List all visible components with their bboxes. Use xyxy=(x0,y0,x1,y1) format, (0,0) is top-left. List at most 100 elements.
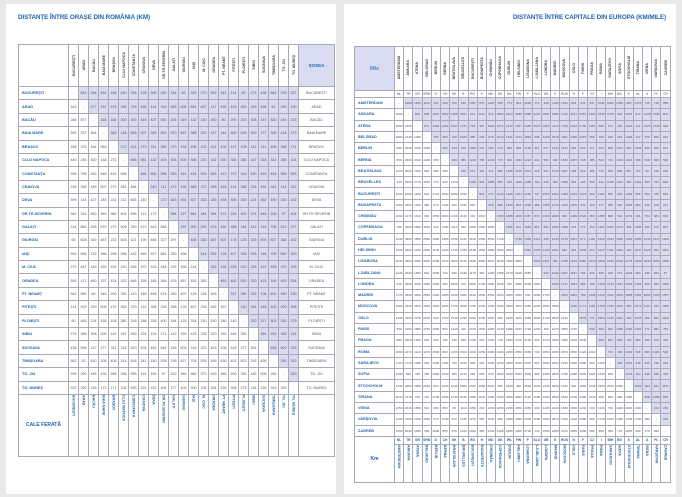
distance-cell: 368 xyxy=(188,126,199,141)
mile-cell: 230 xyxy=(660,164,671,178)
table-row: BERNA 850 2900 2340 1430 950-609 385 1218 708 124… xyxy=(354,153,671,166)
column-header: CLUJ NAPOCA xyxy=(118,44,129,87)
column-header-label: TIRANA xyxy=(635,61,640,75)
mile-cell: 771 xyxy=(531,96,543,110)
footer-row: AMSTERDAM ANKARA ATENA BELGRAD BERLIN BERNA BR… xyxy=(355,443,671,483)
distance-cell: 290 xyxy=(288,99,299,114)
row-label: DUBLIN xyxy=(354,232,395,245)
km-cell: 370 xyxy=(642,424,653,437)
distance-cell: 370 xyxy=(128,300,139,315)
km-cell: 1690 xyxy=(495,356,506,370)
km-cell: 1560 xyxy=(568,402,579,415)
mile-cell: 1336 xyxy=(577,243,588,257)
country-code: E xyxy=(550,435,561,445)
distance-cell: 337 xyxy=(68,380,79,395)
column-footer-label: ROMA xyxy=(599,444,604,456)
country-code: B xyxy=(458,90,469,98)
km-cell: 1650 xyxy=(421,176,432,189)
column-footer-label: DUBLIN xyxy=(507,444,512,459)
column-footer-label: HELSINKI xyxy=(516,444,521,462)
mile-cell: 733 xyxy=(467,119,478,132)
column-footer-label: CONSTANȚA xyxy=(131,394,136,418)
distance-cell: 270 xyxy=(138,139,149,154)
distance-cell: 314 xyxy=(118,353,129,369)
mile-cell: 671 xyxy=(467,164,478,178)
distance-cell: 60 xyxy=(218,112,229,128)
km-cell: 1320 xyxy=(586,368,598,381)
distance-cell: 342 xyxy=(218,85,229,101)
mile-cell: 1417 xyxy=(651,232,662,245)
km-cell: 2700 xyxy=(522,334,533,347)
column-header-label: GIURGIU xyxy=(181,57,186,73)
distance-cell: 627 xyxy=(268,233,279,248)
mile-cell: 1131 xyxy=(559,142,570,155)
distance-cell: 290 xyxy=(88,300,99,315)
column-footer: PT. NEAMȚ xyxy=(218,393,229,457)
km-cell: 2650 xyxy=(513,345,524,358)
mile-cell: 249 xyxy=(660,356,671,370)
country-code: CH xyxy=(439,90,451,98)
country-code: CZ xyxy=(586,435,598,445)
mile-cell: 528 xyxy=(439,96,451,110)
distance-cell: 124 xyxy=(248,193,259,208)
distance-cell: 333 xyxy=(148,260,159,275)
mile-cell: 217 xyxy=(586,142,598,155)
km-cell: 1630 xyxy=(439,379,451,392)
row-label: GIURGIU xyxy=(18,233,69,248)
km-cell: 1240 xyxy=(393,266,405,279)
km-cell: 1000 xyxy=(623,413,634,426)
distance-cell: 681 xyxy=(158,246,169,262)
km-cell: 1490 xyxy=(458,311,469,324)
distance-cell: 349 xyxy=(88,233,99,248)
row-label: HELSINKI xyxy=(354,243,395,257)
distance-cell: 228 xyxy=(68,179,79,195)
distance-cell: 484 xyxy=(158,260,169,275)
row-label: IAȘI xyxy=(18,246,69,262)
km-cell: 1600 xyxy=(577,356,588,370)
column-footer-label: MADRID xyxy=(553,444,558,460)
km-cell: 1300 xyxy=(632,402,644,415)
row-label: BRUXELLES xyxy=(354,176,395,189)
km-cell: 2800 xyxy=(504,243,515,257)
mile-cell: 1802 xyxy=(439,108,451,121)
distance-cell: 105 xyxy=(198,380,209,395)
distance-cell: 254 xyxy=(288,273,299,288)
mile-cell: 1075 xyxy=(605,108,616,121)
distance-cell: 354 xyxy=(118,300,129,315)
column-header-label: BUCUREȘTI xyxy=(470,57,475,79)
distance-cell: 97 xyxy=(158,367,169,382)
row-label: GALAȚI xyxy=(18,219,69,235)
km-cell: 1350 xyxy=(485,300,497,313)
distance-cell: 297 xyxy=(168,233,179,248)
km-cell: 1280 xyxy=(421,142,432,155)
mile-cell: 242 xyxy=(614,187,625,200)
column-header: PITEȘTI xyxy=(228,44,239,87)
column-header-label: BRUXELLES xyxy=(461,57,466,79)
diagonal-cell: - xyxy=(513,243,524,257)
km-cell: 2070 xyxy=(559,424,570,437)
mile-cell: 652 xyxy=(642,221,653,234)
mile-cell: 2175 xyxy=(559,232,570,245)
mile-cell: 715 xyxy=(596,164,607,178)
column-footer: TIRANA xyxy=(632,443,644,483)
km-cell: 1000 xyxy=(430,424,441,437)
mile-cell: 1864 xyxy=(495,108,506,121)
mile-cell: 435 xyxy=(642,356,653,370)
km-cell: 900 xyxy=(421,334,432,347)
mile-cell: 1100 xyxy=(550,96,561,110)
distance-cell: 380 xyxy=(238,152,249,168)
row-label-right: TIMIȘOARA xyxy=(298,353,335,369)
km-cell: 660 xyxy=(586,424,598,437)
column-header-label: SIBIU xyxy=(251,60,256,70)
column-header-label: PARIS xyxy=(580,62,585,74)
km-cell: 2100 xyxy=(495,300,506,313)
km-cell: 680 xyxy=(642,413,653,426)
distance-cell: 182 xyxy=(278,327,289,342)
mile-cell: 528 xyxy=(642,153,653,166)
mile-cell: 1690 xyxy=(660,255,671,268)
distance-cell: 527 xyxy=(188,193,199,208)
km-cell: 620 xyxy=(439,176,451,189)
distance-cell: 308 xyxy=(88,327,99,342)
diagonal-cell: - xyxy=(258,340,269,355)
country-code: F xyxy=(577,90,588,98)
